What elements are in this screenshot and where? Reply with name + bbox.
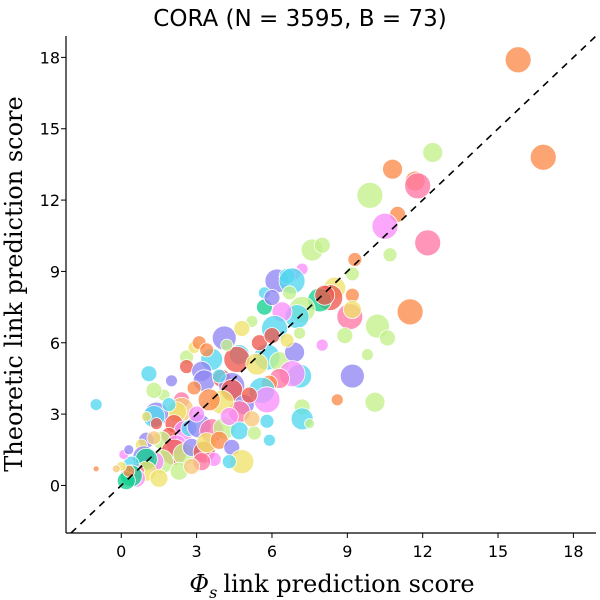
data-point-93 xyxy=(259,413,275,429)
x-axis-label-text: link prediction score xyxy=(223,570,474,598)
data-point-3 xyxy=(382,158,403,180)
data-point-134 xyxy=(263,327,281,345)
chart-title: CORA (N = 3595, B = 73) xyxy=(153,6,446,32)
data-point-128 xyxy=(123,444,135,456)
data-point-5 xyxy=(404,172,432,200)
data-point-83 xyxy=(211,368,227,384)
y-tick-label-2: 6 xyxy=(50,334,60,353)
data-point-2 xyxy=(422,142,444,163)
x-tick-label-4: 12 xyxy=(413,542,433,561)
data-point-130 xyxy=(89,398,103,411)
data-point-42 xyxy=(245,352,269,376)
data-point-84 xyxy=(186,380,202,396)
data-point-80 xyxy=(140,365,158,383)
tick-layer: 0 3 6 9 12 15 18 0 3 6 9 12 15 18 xyxy=(40,48,584,561)
data-point-111 xyxy=(146,430,162,446)
x-tick-label-0: 0 xyxy=(116,542,126,561)
y-tick-label-6: 18 xyxy=(40,48,60,67)
data-point-131 xyxy=(92,465,100,473)
data-point-8 xyxy=(371,212,399,240)
data-point-37 xyxy=(379,329,396,347)
data-point-133 xyxy=(251,334,268,352)
data-point-51 xyxy=(339,363,365,389)
data-point-13 xyxy=(347,252,363,267)
data-point-106 xyxy=(221,454,237,470)
y-axis-label: Theoretic link prediction score xyxy=(0,96,28,471)
data-point-142 xyxy=(219,407,239,426)
data-point-12 xyxy=(382,247,398,263)
y-tick-label-5: 15 xyxy=(40,120,60,139)
data-point-49 xyxy=(315,338,329,352)
identity-reference-line xyxy=(70,35,597,534)
x-tick-label-1: 3 xyxy=(192,542,202,561)
data-point-140 xyxy=(220,338,234,352)
data-point-56 xyxy=(304,418,316,430)
x-tick-label-3: 9 xyxy=(342,542,352,561)
data-point-50 xyxy=(361,348,374,362)
data-point-33 xyxy=(342,300,362,319)
x-axis-label: Φs link prediction score xyxy=(189,570,474,600)
bubble-layer xyxy=(89,46,557,491)
data-point-143 xyxy=(243,410,261,428)
y-tick-label-3: 9 xyxy=(50,262,60,281)
data-point-141 xyxy=(199,342,215,358)
data-point-70 xyxy=(197,388,221,412)
data-point-136 xyxy=(293,326,307,340)
data-point-52 xyxy=(364,391,386,413)
data-point-137 xyxy=(263,289,281,306)
x-axis-label-subscript: s xyxy=(209,583,217,600)
data-point-9 xyxy=(414,229,442,257)
data-point-146 xyxy=(161,397,177,412)
data-point-92 xyxy=(246,425,262,441)
x-tick-label-2: 6 xyxy=(267,542,277,561)
data-point-36 xyxy=(336,327,354,345)
data-point-16 xyxy=(344,266,360,282)
data-point-125 xyxy=(183,458,200,475)
data-point-6 xyxy=(356,181,384,209)
data-point-139 xyxy=(233,320,251,337)
data-point-35 xyxy=(396,298,424,326)
data-point-0 xyxy=(504,46,532,74)
y-tick-label-4: 12 xyxy=(40,191,60,210)
data-point-129 xyxy=(111,464,121,474)
y-tick-label-0: 0 xyxy=(50,476,60,495)
data-point-66 xyxy=(253,386,281,414)
data-point-24 xyxy=(314,284,336,306)
data-point-78 xyxy=(140,411,152,422)
data-point-145 xyxy=(165,374,178,388)
y-tick-label-1: 3 xyxy=(50,405,60,424)
x-axis-label-symbol: Φ xyxy=(189,570,209,598)
x-tick-label-5: 15 xyxy=(488,542,508,561)
x-tick-label-6: 18 xyxy=(563,542,583,561)
data-point-132 xyxy=(240,386,258,404)
data-point-77 xyxy=(150,417,163,431)
data-point-79 xyxy=(145,381,163,399)
data-point-1 xyxy=(529,143,557,171)
data-point-135 xyxy=(279,332,295,348)
data-point-138 xyxy=(282,285,297,301)
data-point-53 xyxy=(330,393,344,407)
data-point-11 xyxy=(313,236,331,254)
data-point-94 xyxy=(263,433,276,447)
data-point-123 xyxy=(149,468,169,488)
